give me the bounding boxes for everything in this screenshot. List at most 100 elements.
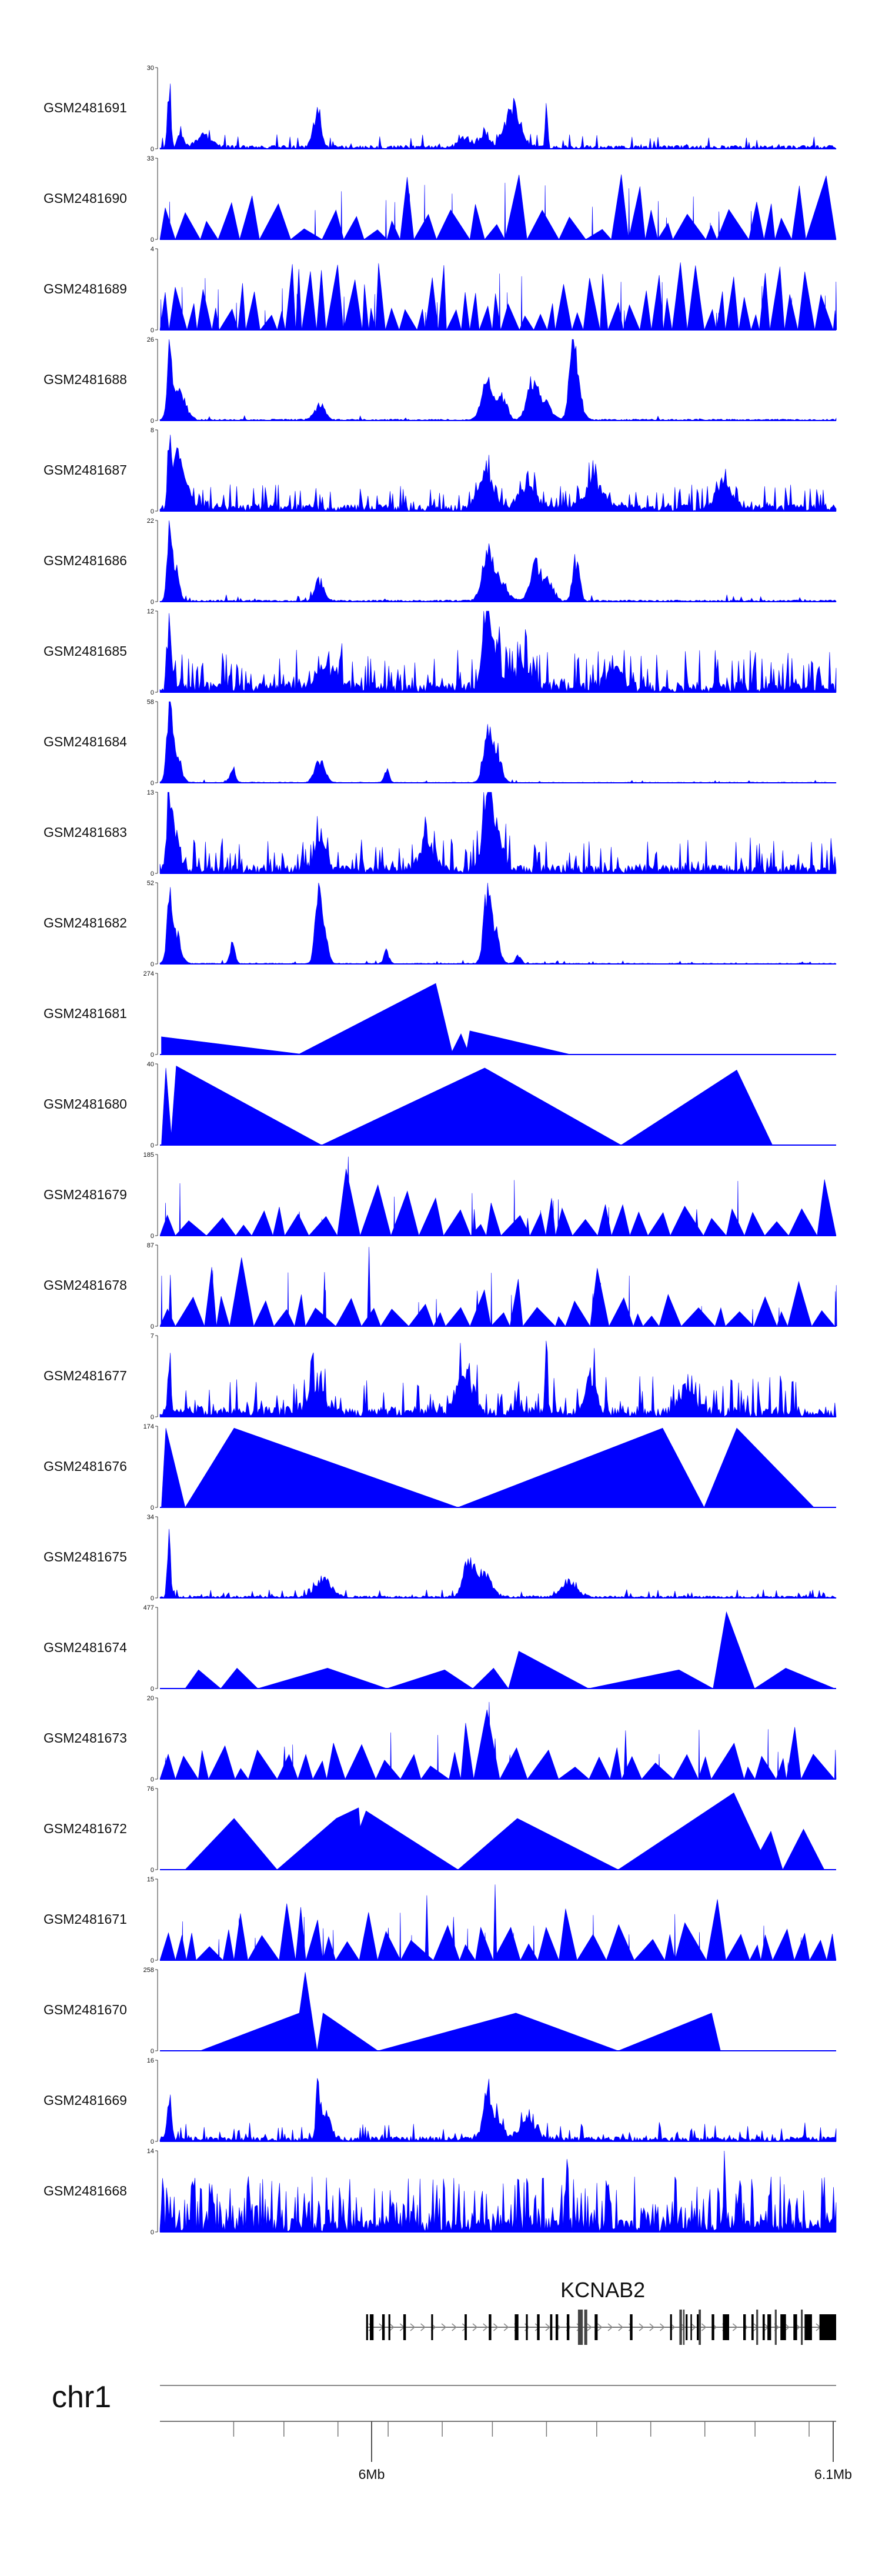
y-min-label: 0 [151, 1595, 154, 1602]
strand-arrow [587, 2323, 592, 2331]
y-max-label: 58 [147, 699, 154, 706]
gene-name: KCNAB2 [560, 2278, 645, 2302]
track-GSM2481678: GSM2481678 87 0 [44, 1242, 837, 1330]
y-max-label: 20 [147, 1695, 154, 1702]
strand-arrow [701, 2323, 707, 2331]
track-GSM2481680: GSM2481680 40 0 [44, 1061, 836, 1149]
y-max-label: 258 [143, 1967, 154, 1974]
y-max-label: 26 [147, 336, 154, 343]
gene-exon [690, 2314, 692, 2340]
track-GSM2481690: GSM2481690 33 0 [44, 155, 837, 243]
coverage-area [159, 174, 837, 241]
track-label: GSM2481673 [44, 1730, 127, 1746]
y-max-label: 87 [147, 1242, 154, 1249]
coverage-area [159, 520, 837, 602]
track-GSM2481673: GSM2481673 20 0 [44, 1695, 837, 1783]
track-GSM2481668: GSM2481668 14 0 [44, 2148, 837, 2236]
track-label: GSM2481686 [44, 553, 127, 568]
track-label: GSM2481678 [44, 1277, 127, 1293]
y-min-label: 0 [151, 689, 154, 696]
y-max-label: 30 [147, 65, 154, 72]
track-label: GSM2481684 [44, 734, 127, 749]
strand-arrow [691, 2323, 696, 2331]
strand-arrow [503, 2323, 509, 2331]
axis-major-label: 6.1Mb [814, 2467, 852, 2482]
track-GSM2481676: GSM2481676 174 0 [44, 1423, 836, 1511]
coverage-area [159, 610, 837, 693]
gene-exon [697, 2314, 700, 2340]
coverage-area [159, 1884, 837, 1961]
strand-arrow [784, 2323, 790, 2331]
gene-transcript-mark [699, 2310, 701, 2345]
y-min-label: 0 [151, 1776, 154, 1783]
gene-exon [526, 2314, 528, 2340]
track-label: GSM2481690 [44, 191, 127, 206]
strand-arrow [389, 2323, 395, 2331]
track-GSM2481672: GSM2481672 76 0 [44, 1786, 836, 1874]
track-label: GSM2481676 [44, 1459, 127, 1474]
gene-transcript-mark [577, 2310, 583, 2345]
gene-transcript-mark [584, 2310, 587, 2345]
y-max-label: 40 [147, 1061, 154, 1068]
coverage-area [159, 435, 837, 512]
strand-arrow [545, 2323, 551, 2331]
y-max-label: 16 [147, 2057, 154, 2064]
strand-arrow [441, 2323, 447, 2331]
track-GSM2481685: GSM2481685 12 0 [44, 608, 837, 696]
y-max-label: 174 [143, 1423, 154, 1430]
gene-exon [630, 2314, 633, 2340]
gene-exon [555, 2314, 559, 2340]
track-label: GSM2481668 [44, 2183, 127, 2198]
gene-exon [370, 2314, 374, 2340]
track-label: GSM2481677 [44, 1368, 127, 1383]
gene-exon [594, 2314, 598, 2340]
strand-arrow [493, 2323, 499, 2331]
y-min-label: 0 [151, 2138, 154, 2145]
track-GSM2481679: GSM2481679 185 0 [44, 1152, 837, 1240]
strand-arrow [680, 2323, 686, 2331]
strand-arrow [597, 2323, 603, 2331]
y-max-label: 76 [147, 1786, 154, 1793]
gene-transcript-mark [683, 2310, 685, 2345]
strand-arrow [649, 2323, 655, 2331]
y-min-label: 0 [151, 508, 154, 515]
coverage-area [185, 1611, 835, 1689]
track-GSM2481677: GSM2481677 7 0 [44, 1333, 837, 1421]
y-max-label: 185 [143, 1152, 154, 1159]
track-GSM2481687: GSM2481687 8 0 [44, 427, 837, 515]
track-label: GSM2481674 [44, 1640, 127, 1655]
strand-arrow [660, 2323, 665, 2331]
y-min-label: 0 [151, 961, 154, 968]
gene-track: KCNAB2 [366, 2278, 836, 2345]
y-min-label: 0 [151, 1504, 154, 1511]
track-label: GSM2481682 [44, 915, 127, 930]
track-GSM2481689: GSM2481689 4 0 [44, 246, 837, 334]
track-GSM2481682: GSM2481682 52 0 [44, 880, 837, 968]
y-max-label: 7 [151, 1333, 154, 1340]
strand-arrow [410, 2323, 416, 2331]
gene-exon [751, 2314, 754, 2340]
gene-exon [388, 2314, 390, 2340]
coverage-area [159, 1156, 837, 1237]
track-GSM2481686: GSM2481686 22 0 [44, 518, 837, 606]
y-min-label: 0 [151, 327, 154, 334]
track-GSM2481669: GSM2481669 16 0 [44, 2057, 837, 2145]
track-label: GSM2481671 [44, 1911, 127, 1927]
gene-exon [550, 2314, 553, 2340]
track-GSM2481670: GSM2481670 258 0 [44, 1967, 836, 2055]
track-GSM2481684: GSM2481684 58 0 [44, 699, 837, 787]
y-max-label: 477 [143, 1604, 154, 1611]
y-min-label: 0 [151, 1414, 154, 1421]
y-max-label: 13 [147, 789, 154, 796]
gene-exon [566, 2314, 570, 2340]
y-max-label: 14 [147, 2148, 154, 2155]
track-label: GSM2481669 [44, 2093, 127, 2108]
y-min-label: 0 [151, 1686, 154, 1693]
coverage-area [159, 1701, 837, 1780]
strand-arrow [607, 2323, 613, 2331]
gene-exon [537, 2314, 540, 2340]
gene-exon [686, 2314, 688, 2340]
coverage-area [199, 1972, 721, 2051]
gene-exon [431, 2314, 433, 2340]
genome-axis: chr1 6Mb 6.1Mb [52, 2380, 852, 2482]
